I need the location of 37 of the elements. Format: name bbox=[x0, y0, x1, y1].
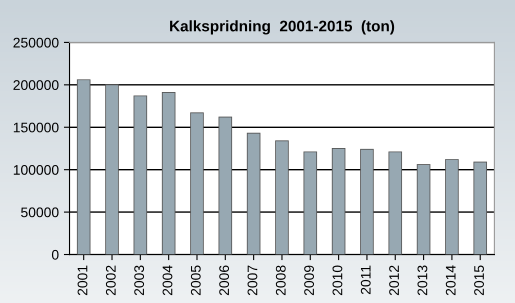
bar bbox=[190, 112, 204, 255]
x-tick-label: 2013 bbox=[417, 266, 428, 296]
x-tick-label: 2009 bbox=[304, 266, 314, 296]
y-tick-label: 50000 bbox=[21, 207, 59, 218]
bar bbox=[388, 151, 402, 255]
x-tick-label: 2012 bbox=[389, 266, 399, 296]
x-tick-label: 2004 bbox=[162, 265, 172, 296]
y-tick-label: 150000 bbox=[14, 122, 59, 132]
bar bbox=[246, 132, 260, 255]
x-tick-label: 2014 bbox=[446, 265, 456, 296]
bar bbox=[105, 84, 119, 255]
y-tick-label: 100000 bbox=[14, 165, 59, 175]
bar bbox=[360, 148, 374, 255]
bar bbox=[303, 151, 318, 255]
bar bbox=[218, 116, 232, 255]
chart-title: Kalkspridning 2001-2015 (ton) bbox=[170, 20, 394, 35]
bar bbox=[445, 159, 459, 255]
y-tick-label: 0 bbox=[52, 250, 59, 260]
bar bbox=[275, 140, 289, 255]
x-tick-label: 2005 bbox=[190, 266, 201, 296]
x-tick-label: 2010 bbox=[332, 265, 342, 296]
x-tick-label: 2015 bbox=[474, 266, 484, 296]
bar bbox=[162, 92, 176, 255]
x-tick-label: 2011 bbox=[360, 266, 371, 294]
y-tick-label: 200000 bbox=[13, 80, 59, 90]
bar bbox=[76, 79, 90, 255]
bar bbox=[473, 162, 488, 255]
bar bbox=[134, 95, 148, 255]
x-tick-label: 2001 bbox=[78, 266, 88, 296]
x-tick-label: 2006 bbox=[219, 266, 230, 296]
x-tick-label: 2003 bbox=[134, 266, 144, 296]
y-tick-label: 250000 bbox=[13, 38, 59, 48]
bar bbox=[332, 148, 346, 255]
x-tick-label: 2007 bbox=[248, 266, 258, 296]
bar bbox=[416, 164, 430, 255]
x-tick-label: 2008 bbox=[276, 266, 286, 296]
x-tick-label: 2002 bbox=[106, 266, 116, 296]
